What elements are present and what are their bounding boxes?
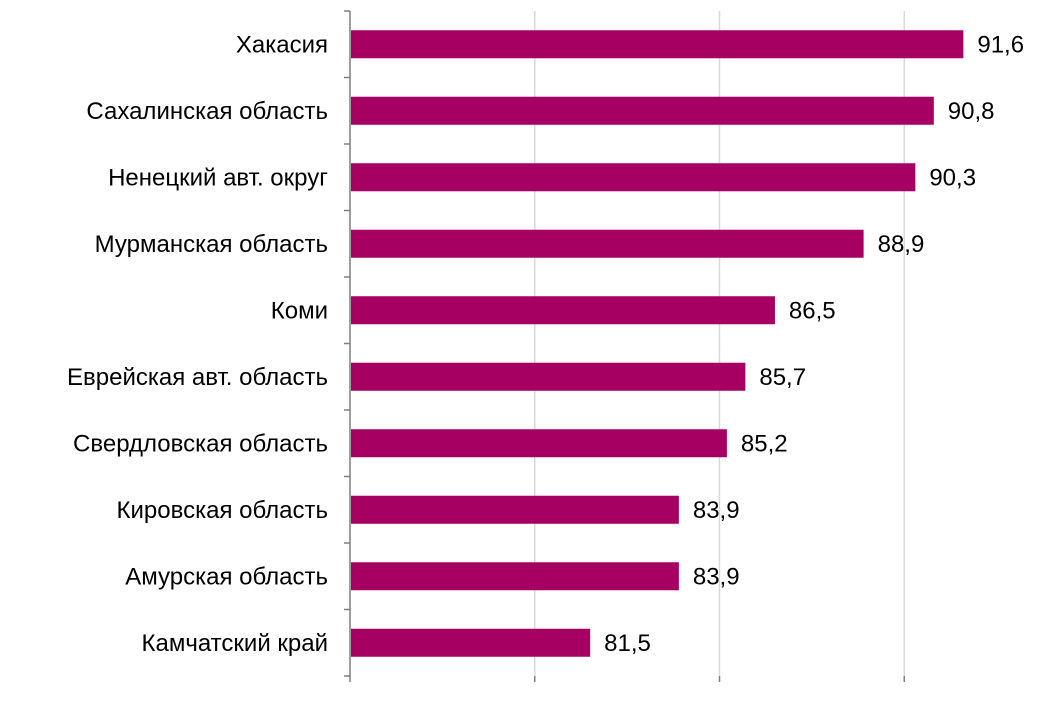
- value-label-9: 83,9: [693, 563, 740, 590]
- category-label-9: Амурская область: [125, 563, 328, 590]
- bar-2: [351, 96, 934, 125]
- bars: [351, 30, 964, 657]
- category-label-5: Коми: [271, 297, 328, 324]
- bar-6: [351, 362, 746, 391]
- category-label-2: Сахалинская область: [86, 98, 328, 125]
- value-label-2: 90,8: [948, 98, 995, 125]
- value-label-3: 90,3: [929, 164, 976, 191]
- category-axis: [344, 10, 905, 682]
- value-label-10: 81,5: [604, 630, 651, 657]
- value-label-5: 86,5: [789, 297, 836, 324]
- value-label-8: 83,9: [693, 497, 740, 524]
- value-label-6: 85,7: [759, 364, 806, 391]
- value-label-1: 91,6: [977, 31, 1024, 58]
- category-label-6: Еврейская авт. область: [67, 364, 328, 391]
- category-label-8: Кировская область: [117, 497, 328, 524]
- value-label-4: 88,9: [878, 231, 925, 258]
- category-label-1: Хакасия: [236, 31, 328, 58]
- bar-4: [351, 229, 864, 258]
- bar-3: [351, 163, 916, 192]
- bar-5: [351, 296, 775, 325]
- value-label-7: 85,2: [741, 430, 788, 457]
- category-label-4: Мурманская область: [95, 231, 328, 258]
- category-label-7: Свердловская область: [73, 430, 328, 457]
- category-label-10: Камчатский край: [142, 630, 328, 657]
- category-label-3: Ненецкий авт. округ: [108, 164, 328, 191]
- bar-1: [351, 30, 964, 59]
- bar-9: [351, 562, 679, 591]
- bar-8: [351, 495, 679, 524]
- bar-10: [351, 628, 591, 657]
- bar-7: [351, 429, 727, 458]
- labels: Хакасия 91,6 Сахалинская область 90,8 Ненецк…: [67, 31, 1024, 657]
